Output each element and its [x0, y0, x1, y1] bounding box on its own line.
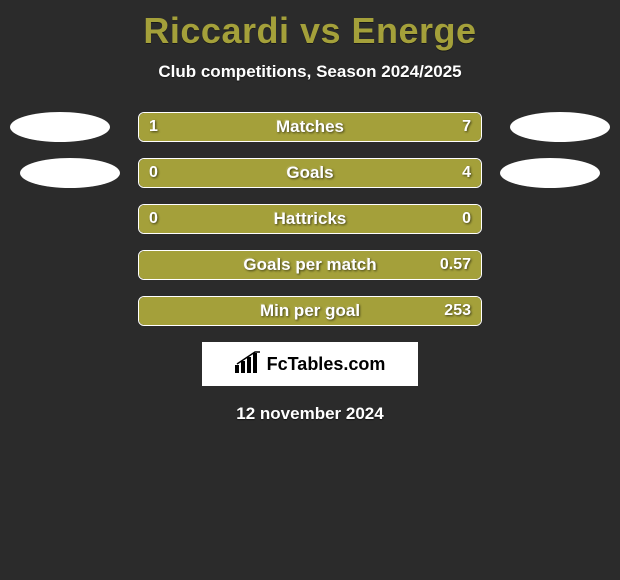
team-badge-right-1: [510, 112, 610, 142]
stat-row-hattricks: 0 Hattricks 0: [138, 204, 482, 234]
stat-row-matches: 1 Matches 7: [138, 112, 482, 142]
stats-area: 1 Matches 7 0 Goals 4 0 Hattricks 0: [0, 112, 620, 326]
team-badge-left-1: [10, 112, 110, 142]
stat-fill-right: [201, 113, 481, 141]
stat-bars: 1 Matches 7 0 Goals 4 0 Hattricks 0: [138, 112, 482, 326]
brand-box: FcTables.com: [202, 342, 418, 386]
stat-fill-right: [153, 159, 481, 187]
stat-fill-left: [139, 113, 201, 141]
comparison-card: Riccardi vs Energe Club competitions, Se…: [0, 0, 620, 580]
stat-row-goals: 0 Goals 4: [138, 158, 482, 188]
brand-name: FcTables.com: [267, 354, 386, 375]
stat-fill-left: [139, 251, 481, 279]
stat-row-min-per-goal: Min per goal 253: [138, 296, 482, 326]
stat-fill-left: [139, 159, 153, 187]
team-badge-left-2: [20, 158, 120, 188]
stat-fill-left: [139, 297, 481, 325]
team-badge-right-2: [500, 158, 600, 188]
brand-chart-icon: [235, 351, 261, 378]
stat-row-goals-per-match: Goals per match 0.57: [138, 250, 482, 280]
stat-fill-left: [139, 205, 481, 233]
page-title: Riccardi vs Energe: [0, 0, 620, 52]
date-line: 12 november 2024: [0, 404, 620, 424]
page-subtitle: Club competitions, Season 2024/2025: [0, 62, 620, 82]
